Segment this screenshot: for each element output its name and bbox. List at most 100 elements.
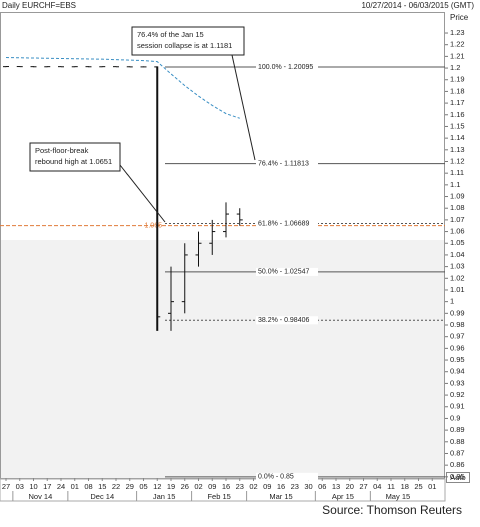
y-tick-label: 1.09 xyxy=(450,192,465,201)
y-tick-label: 1.12 xyxy=(450,156,465,165)
y-tick-label: 1.15 xyxy=(450,121,465,130)
y-tick-label: 1.06 xyxy=(450,227,465,236)
y-tick-label: 1.03 xyxy=(450,262,465,271)
y-tick-label: 0.93 xyxy=(450,378,465,387)
y-tick-label: 1.04 xyxy=(450,250,465,259)
x-tick-label: 03 xyxy=(16,482,24,491)
y-tick-label: 1.1 xyxy=(450,180,460,189)
y-tick-label: 1.11 xyxy=(450,168,464,177)
x-tick-label: 02 xyxy=(194,482,202,491)
month-label: May 15 xyxy=(386,492,411,501)
y-tick-label: 0.96 xyxy=(450,343,465,352)
retracement-label: 76.4% - 1.11813 xyxy=(258,161,309,168)
auto-button-label[interactable]: Auto xyxy=(450,473,465,482)
y-tick-label: 1.16 xyxy=(450,110,465,119)
x-axis-band xyxy=(0,478,446,502)
y-tick-label: 1.18 xyxy=(450,86,465,95)
month-label: Dec 14 xyxy=(90,492,114,501)
y-tick-label: 0.92 xyxy=(450,390,465,399)
month-label: Jan 15 xyxy=(153,492,176,501)
x-tick-label: 24 xyxy=(57,482,65,491)
retracement-label: 0.0% - 0.85 xyxy=(258,474,294,481)
y-tick-label: 1.14 xyxy=(450,133,465,142)
auto-button[interactable] xyxy=(446,472,470,483)
month-label: Mar 15 xyxy=(269,492,292,501)
y-tick-label: 1.19 xyxy=(450,75,465,84)
y-tick-label: 1.01 xyxy=(450,285,465,294)
x-tick-label: 27 xyxy=(2,482,10,491)
x-tick-label: 20 xyxy=(346,482,354,491)
reference-label: 1.065 xyxy=(144,222,162,229)
y-tick-label: 0.97 xyxy=(450,332,465,341)
y-tick-label: 1.22 xyxy=(450,40,465,49)
y-tick-label: 1.08 xyxy=(450,203,465,212)
y-tick-label: 0.88 xyxy=(450,437,465,446)
retracement-label: 50.0% - 1.02547 xyxy=(258,269,309,276)
y-tick-label: 0.94 xyxy=(450,367,465,376)
x-tick-label: 17 xyxy=(43,482,51,491)
y-tick-label: 1.21 xyxy=(450,51,465,60)
month-label: Nov 14 xyxy=(28,492,52,501)
month-label: Feb 15 xyxy=(207,492,230,501)
source: Source: Thomson Reuters xyxy=(322,503,462,517)
month-label: Apr 15 xyxy=(332,492,354,501)
y-tick-label: 0.89 xyxy=(450,425,465,434)
x-tick-label: 06 xyxy=(318,482,326,491)
y-tick-label: 0.87 xyxy=(450,448,465,457)
retracement-label-bg xyxy=(256,316,318,325)
x-tick-label: 27 xyxy=(359,482,367,491)
x-tick-label: 16 xyxy=(277,482,285,491)
x-tick-label: 09 xyxy=(263,482,271,491)
x-tick-label: 23 xyxy=(291,482,299,491)
y-tick-label: 1.23 xyxy=(450,28,465,37)
x-tick-label: 15 xyxy=(98,482,106,491)
x-tick-label: 29 xyxy=(126,482,134,491)
y-tick-label: 0.91 xyxy=(450,402,465,411)
annotation-text: 76.4% of the Jan 15 xyxy=(137,30,204,39)
x-tick-label: 22 xyxy=(112,482,120,491)
retracement-label: 100.0% - 1.20095 xyxy=(258,64,313,71)
y-tick-label: 0.98 xyxy=(450,320,465,329)
shaded-zone xyxy=(0,240,445,478)
x-tick-label: 18 xyxy=(401,482,409,491)
y-tick-label: 1.13 xyxy=(450,145,465,154)
retracement-label-bg xyxy=(256,472,318,481)
y-tick-label: 1.17 xyxy=(450,98,465,107)
x-tick-label: 10 xyxy=(29,482,37,491)
retracement-label: 61.8% - 1.06689 xyxy=(258,220,309,227)
annotation-pointer xyxy=(119,164,166,223)
y-axis-label: Price xyxy=(450,13,469,22)
x-tick-label: 09 xyxy=(208,482,216,491)
x-tick-label: 05 xyxy=(139,482,147,491)
y-tick-label: 0.99 xyxy=(450,308,465,317)
y-tick-label: 1.02 xyxy=(450,273,465,282)
y-tick-label: 1.07 xyxy=(450,215,465,224)
retracement-label-bg xyxy=(256,62,318,71)
x-tick-label: 01 xyxy=(428,482,436,491)
y-tick-label: 1 xyxy=(450,297,454,306)
x-tick-label: 12 xyxy=(153,482,161,491)
x-tick-label: 30 xyxy=(304,482,312,491)
moving-average xyxy=(5,57,240,119)
x-tick-label: 23 xyxy=(236,482,244,491)
annotation-box xyxy=(29,142,121,172)
x-tick-label: 01 xyxy=(71,482,79,491)
retracement-label-bg xyxy=(256,267,318,276)
x-tick-label: 26 xyxy=(181,482,189,491)
annotation-box xyxy=(131,26,245,56)
annotation-pointer xyxy=(231,54,256,161)
date-range: 10/27/2014 - 06/03/2015 (GMT) xyxy=(361,1,474,10)
annotation-text: rebound high at 1.0651 xyxy=(35,157,112,166)
retracement-label-bg xyxy=(256,159,318,168)
x-tick-label: 16 xyxy=(222,482,230,491)
annotation-text: session collapse is at 1.1181 xyxy=(137,41,232,50)
y-tick-label: 0.95 xyxy=(450,355,465,364)
y-tick-label: 0.9 xyxy=(450,413,460,422)
x-tick-label: 02 xyxy=(249,482,257,491)
annotation-text: Post-floor-break xyxy=(35,146,89,155)
retracement-label: 38.2% - 0.98406 xyxy=(258,317,309,324)
x-tick-label: 08 xyxy=(84,482,92,491)
retracement-label-bg xyxy=(256,219,318,228)
symbol: Daily EURCHF=EBS xyxy=(2,1,76,10)
